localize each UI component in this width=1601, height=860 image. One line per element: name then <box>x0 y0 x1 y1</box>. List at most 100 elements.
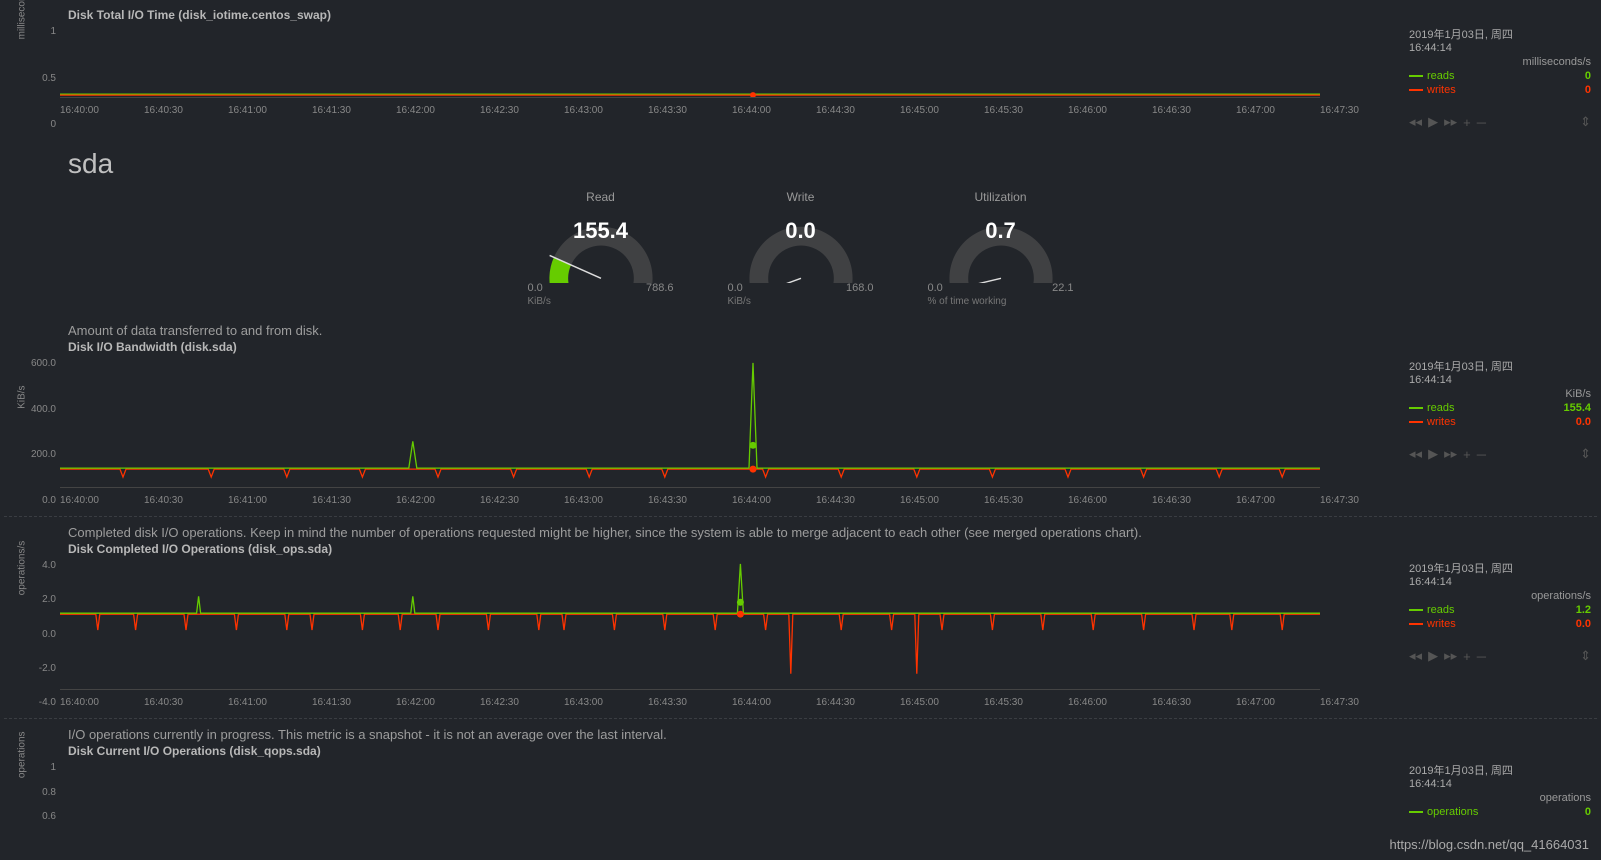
y-tick: 400.0 <box>31 404 56 415</box>
minus-icon[interactable]: ─ <box>1477 447 1486 462</box>
gauge-min: 0.0 <box>928 282 943 294</box>
legend-unit: milliseconds/s <box>1409 56 1591 68</box>
legend-row[interactable]: reads1.2 <box>1409 604 1591 616</box>
y-tick: 0.0 <box>42 629 56 640</box>
gauge-title: Read <box>516 190 686 204</box>
y-tick: 0.0 <box>42 495 56 506</box>
legend-row[interactable]: operations0 <box>1409 806 1591 818</box>
chart-title: Disk I/O Bandwidth (disk.sda) <box>68 340 1591 354</box>
gauge: Read 155.4 0.0788.6 KiB/s <box>516 190 686 307</box>
y-tick: 200.0 <box>31 449 56 460</box>
plus-icon[interactable]: + <box>1463 115 1471 130</box>
chart-title: Disk Current I/O Operations (disk_qops.s… <box>68 744 1591 758</box>
play-icon[interactable]: ▶ <box>1428 648 1438 664</box>
plus-icon[interactable]: + <box>1463 649 1471 664</box>
chart-desc: Completed disk I/O operations. Keep in m… <box>68 525 1591 540</box>
section-title: sda <box>68 148 1591 180</box>
legend-row[interactable]: writes0.0 <box>1409 618 1591 630</box>
legend-time: 16:44:14 <box>1409 374 1591 386</box>
y-tick: -2.0 <box>39 663 56 674</box>
forward-icon[interactable]: ▸▸ <box>1444 446 1457 462</box>
panel-separator <box>4 516 1597 517</box>
resize-icon[interactable]: ⇕ <box>1580 114 1591 130</box>
gauge-value: 0.0 <box>716 218 886 244</box>
x-ticks: 16:40:0016:40:3016:41:0016:41:3016:42:00… <box>60 105 1320 116</box>
y-tick: 0.6 <box>42 811 56 822</box>
chart-toolbar: ◂◂ ▶ ▸▸ + ─ ⇕ <box>1409 648 1591 664</box>
forward-icon[interactable]: ▸▸ <box>1444 114 1457 130</box>
minus-icon[interactable]: ─ <box>1477 115 1486 130</box>
y-tick: 0 <box>50 119 56 130</box>
legend-row[interactable]: writes0 <box>1409 84 1591 96</box>
y-tick: -4.0 <box>39 697 56 708</box>
legend-date: 2019年1月03日, 周四 <box>1409 26 1591 42</box>
legend-date: 2019年1月03日, 周四 <box>1409 560 1591 576</box>
panel-iotime: Disk Total I/O Time (disk_iotime.centos_… <box>60 0 1591 130</box>
panel-ops: Completed disk I/O operations. Keep in m… <box>60 525 1591 708</box>
y-tick: 1 <box>50 762 56 773</box>
rewind-icon[interactable]: ◂◂ <box>1409 648 1422 664</box>
gauge-title: Utilization <box>916 190 1086 204</box>
y-ticks: 10.50 <box>18 26 56 130</box>
plus-icon[interactable]: + <box>1463 447 1471 462</box>
y-tick: 2.0 <box>42 594 56 605</box>
chart-area[interactable]: 4.02.00.0-2.0-4.0 16:40:0016:40:3016:41:… <box>60 560 1391 708</box>
minus-icon[interactable]: ─ <box>1477 649 1486 664</box>
y-ticks: 4.0 2.0 0.0 -2.0 -4.0 <box>18 560 56 708</box>
resize-icon[interactable]: ⇕ <box>1580 648 1591 664</box>
panel-separator <box>4 718 1597 719</box>
legend-time: 16:44:14 <box>1409 576 1591 588</box>
gauge-unit: KiB/s <box>716 296 886 307</box>
forward-icon[interactable]: ▸▸ <box>1444 648 1457 664</box>
chart-svg <box>60 358 1320 488</box>
legend-panel: 2019年1月03日, 周四 16:44:14 KiB/s reads155.4… <box>1391 358 1591 506</box>
gauge-value: 0.7 <box>916 218 1086 244</box>
gauge-max: 788.6 <box>646 282 674 294</box>
gauge-max: 22.1 <box>1052 282 1073 294</box>
x-ticks: 16:40:0016:40:3016:41:0016:41:3016:42:00… <box>60 697 1320 708</box>
watermark: https://blog.csdn.net/qq_41664031 <box>1390 837 1590 852</box>
y-tick: 4.0 <box>42 560 56 571</box>
chart-title: Disk Completed I/O Operations (disk_ops.… <box>68 542 1591 556</box>
resize-icon[interactable]: ⇕ <box>1580 446 1591 462</box>
chart-svg <box>60 560 1320 690</box>
gauge-value: 155.4 <box>516 218 686 244</box>
gauge: Write 0.0 0.0168.0 KiB/s <box>716 190 886 307</box>
legend-row[interactable]: reads0 <box>1409 70 1591 82</box>
gauge-title: Write <box>716 190 886 204</box>
chart-area[interactable]: 10.50 16:40:0016:40:3016:41:0016:41:3016… <box>60 26 1391 130</box>
legend-unit: operations/s <box>1409 590 1591 602</box>
rewind-icon[interactable]: ◂◂ <box>1409 114 1422 130</box>
y-tick: 0.8 <box>42 787 56 798</box>
chart-svg <box>60 26 1320 98</box>
chart-area[interactable]: 600.0400.0200.00.0 16:40:0016:40:3016:41… <box>60 358 1391 506</box>
legend-panel: 2019年1月03日, 周四 16:44:14 operations/s rea… <box>1391 560 1591 708</box>
y-tick: 600.0 <box>31 358 56 369</box>
legend-panel: 2019年1月03日, 周四 16:44:14 operations opera… <box>1391 762 1591 825</box>
panel-qops: I/O operations currently in progress. Th… <box>60 727 1591 825</box>
legend-row[interactable]: reads155.4 <box>1409 402 1591 414</box>
y-ticks: 600.0 400.0 200.0 0.0 <box>18 358 56 506</box>
x-ticks: 16:40:0016:40:3016:41:0016:41:3016:42:00… <box>60 495 1320 506</box>
chart-toolbar: ◂◂ ▶ ▸▸ + ─ ⇕ <box>1409 446 1591 462</box>
gauge: Utilization 0.7 0.022.1 % of time workin… <box>916 190 1086 307</box>
chart-desc: Amount of data transferred to and from d… <box>68 323 1591 338</box>
legend-date: 2019年1月03日, 周四 <box>1409 358 1591 374</box>
legend-time: 16:44:14 <box>1409 42 1591 54</box>
gauge-min: 0.0 <box>528 282 543 294</box>
y-tick: 0.5 <box>42 73 56 84</box>
gauge-min: 0.0 <box>728 282 743 294</box>
legend-unit: KiB/s <box>1409 388 1591 400</box>
legend-date: 2019年1月03日, 周四 <box>1409 762 1591 778</box>
section-header: sda <box>60 148 1591 180</box>
legend-row[interactable]: writes0.0 <box>1409 416 1591 428</box>
chart-toolbar: ◂◂ ▶ ▸▸ + ─ ⇕ <box>1409 114 1591 130</box>
legend-unit: operations <box>1409 792 1591 804</box>
chart-area[interactable]: 10.80.6 <box>60 762 1391 825</box>
play-icon[interactable]: ▶ <box>1428 446 1438 462</box>
rewind-icon[interactable]: ◂◂ <box>1409 446 1422 462</box>
play-icon[interactable]: ▶ <box>1428 114 1438 130</box>
gauges-row: Read 155.4 0.0 788.6 KiB/s Write 0.0 0.01… <box>0 190 1601 307</box>
chart-desc: I/O operations currently in progress. Th… <box>68 727 1591 742</box>
legend-panel: 2019年1月03日, 周四 16:44:14 milliseconds/s r… <box>1391 26 1591 130</box>
